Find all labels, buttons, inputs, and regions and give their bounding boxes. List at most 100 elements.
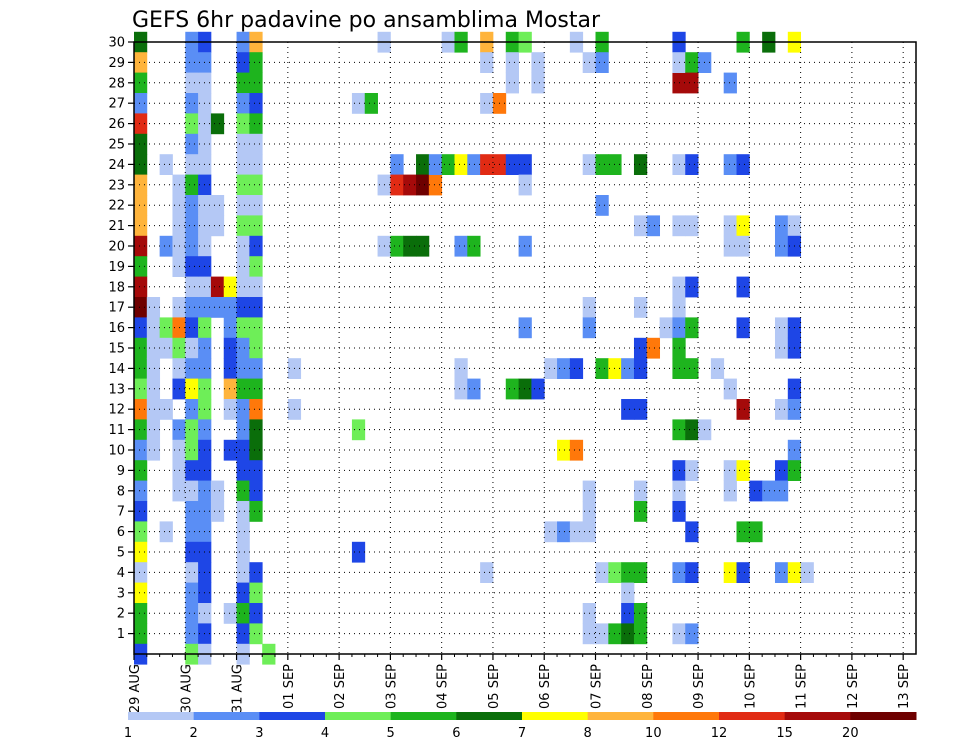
heatmap-cell — [454, 378, 468, 400]
heatmap-cell — [467, 235, 481, 257]
y-tick-label: 14 — [108, 362, 125, 377]
heatmap-cell — [505, 378, 519, 400]
y-tick-label: 4 — [117, 566, 125, 581]
y-tick-label: 20 — [108, 240, 125, 255]
heatmap-cell — [223, 337, 237, 359]
heatmap-cell — [249, 113, 263, 135]
heatmap-cell — [249, 174, 263, 196]
heatmap-cell — [595, 358, 609, 379]
heatmap-cell — [557, 358, 571, 379]
heatmap-cell — [710, 358, 725, 379]
heatmap-cell — [249, 297, 263, 318]
heatmap-cell — [146, 378, 161, 400]
colorbar-swatch — [193, 712, 260, 720]
heatmap-cell — [185, 256, 199, 277]
heatmap-cell — [518, 174, 532, 196]
heatmap-cell — [134, 174, 148, 196]
heatmap-cell — [223, 439, 237, 461]
x-tick-label: 30 AUG — [179, 664, 194, 713]
heatmap-cell — [185, 562, 199, 583]
colorbar-label: 12 — [711, 726, 728, 741]
heatmap-cell — [185, 378, 199, 400]
heatmap-cell — [185, 582, 199, 604]
heatmap-cell — [428, 174, 443, 196]
heatmap-cell — [249, 358, 263, 379]
heatmap-cell — [774, 215, 789, 237]
heatmap-cell — [557, 521, 571, 543]
heatmap-cell — [428, 154, 443, 175]
heatmap-cell — [480, 562, 494, 583]
heatmap-cell — [236, 582, 250, 604]
heatmap-cell — [480, 93, 494, 114]
heatmap-cell — [351, 419, 366, 441]
heatmap-cell — [659, 317, 673, 339]
heatmap-cell — [210, 501, 225, 522]
heatmap-cell — [249, 317, 263, 339]
heatmap-cell — [723, 235, 737, 257]
colorbar-label: 2 — [190, 726, 198, 741]
colorbar-label: 8 — [584, 726, 592, 741]
heatmap-cell — [249, 623, 263, 645]
heatmap-cell — [249, 399, 263, 420]
x-tick-label: 29 AUG — [128, 664, 143, 713]
heatmap-cell — [736, 399, 750, 420]
heatmap-cell — [185, 521, 199, 543]
heatmap-cell — [569, 358, 584, 379]
heatmap-cell — [223, 297, 237, 318]
x-tick-label: 06 SEP — [538, 664, 553, 709]
heatmap-cell — [505, 154, 519, 175]
heatmap-cell — [416, 154, 430, 175]
heatmap-cell — [685, 52, 699, 73]
heatmap-cell — [749, 480, 763, 502]
heatmap-cell — [223, 317, 237, 339]
heatmap-cell — [236, 174, 250, 196]
heatmap-cell — [185, 623, 199, 645]
y-tick-label: 9 — [117, 464, 125, 479]
heatmap-cell — [736, 460, 750, 481]
heatmap-cell — [531, 52, 545, 73]
x-tick-label: 01 SEP — [282, 664, 297, 709]
heatmap-cell — [185, 52, 199, 73]
heatmap-cell — [685, 276, 699, 298]
heatmap-cell — [723, 154, 737, 175]
heatmap-cell — [185, 215, 199, 237]
heatmap-cell — [223, 276, 237, 298]
heatmap-cell — [146, 317, 161, 339]
heatmap-cell — [134, 215, 148, 237]
heatmap-cell — [134, 358, 148, 379]
heatmap-cell — [236, 378, 250, 400]
heatmap-cell — [134, 460, 148, 481]
colorbar-label: 15 — [776, 726, 793, 741]
colorbar-swatch — [128, 712, 195, 720]
colorbar-swatch — [456, 712, 523, 720]
heatmap-cell — [531, 72, 545, 94]
heatmap-cell — [505, 72, 519, 94]
heatmap-cell — [736, 317, 750, 339]
heatmap-cell — [134, 419, 148, 441]
heatmap-cell — [505, 52, 519, 73]
heatmap-cell — [774, 235, 789, 257]
heatmap-cell — [236, 93, 250, 114]
heatmap-cell — [685, 419, 699, 441]
heatmap-cell — [185, 480, 199, 502]
heatmap-cell — [723, 215, 737, 237]
y-tick-label: 19 — [108, 260, 125, 275]
heatmap-cell — [723, 480, 737, 502]
y-tick-label: 11 — [108, 423, 125, 438]
y-tick-label: 25 — [108, 138, 125, 153]
y-tick-label: 12 — [108, 403, 125, 418]
y-tick-label: 8 — [117, 484, 125, 499]
heatmap-cell — [249, 215, 263, 237]
colorbar-swatch — [850, 712, 917, 720]
heatmap-cell — [633, 480, 648, 502]
colorbar-label: 3 — [255, 726, 263, 741]
heatmap-cell — [685, 215, 699, 237]
heatmap-cell — [390, 174, 404, 196]
heatmap-cell — [249, 439, 263, 461]
heatmap-cell — [633, 358, 648, 379]
heatmap-cell — [236, 460, 250, 481]
heatmap-cell — [249, 256, 263, 277]
y-axis: 1234567891011121314151617181920212223242… — [108, 36, 134, 642]
heatmap-cell — [185, 113, 199, 135]
x-tick-label: 31 AUG — [231, 664, 246, 713]
